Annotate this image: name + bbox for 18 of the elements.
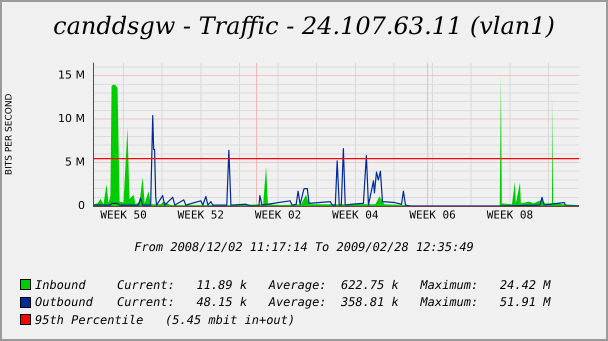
legend-label: Outbound	[35, 295, 94, 310]
x-tick-label: WEEK 04	[332, 208, 379, 222]
legend-label: 95th Percentile (5.45 mbit in+out)	[35, 312, 296, 327]
y-tick-label: 0	[78, 198, 85, 212]
legend-label: Inbound	[35, 278, 87, 292]
y-axis-title: BITS PER SECOND	[4, 93, 15, 176]
y-tick-label: 15 M	[58, 68, 85, 82]
x-tick-label: WEEK 52	[178, 208, 224, 222]
y-tick-label: 5 M	[65, 155, 85, 168]
chart-title: canddsgw - Traffic - 24.107.63.11 (vlan1)	[52, 12, 556, 40]
text: Current: 48.15 k Average: 358.81 k Maximum: 51.91 M	[117, 295, 550, 310]
x-tick-label: WEEK 06	[409, 208, 456, 222]
text: From 2008/12/02 11:17:14 To 2009/02/28 12:35:49	[133, 240, 475, 254]
x-tick-label: WEEK 50	[100, 208, 147, 222]
text: Current: 11.89 k Average: 622.75 k Maximum: 24.42 M	[117, 278, 550, 292]
x-tick-label: WEEK 02	[254, 208, 302, 222]
y-tick-label: 10 M	[58, 112, 85, 125]
x-tick-label: WEEK 08	[486, 208, 534, 222]
